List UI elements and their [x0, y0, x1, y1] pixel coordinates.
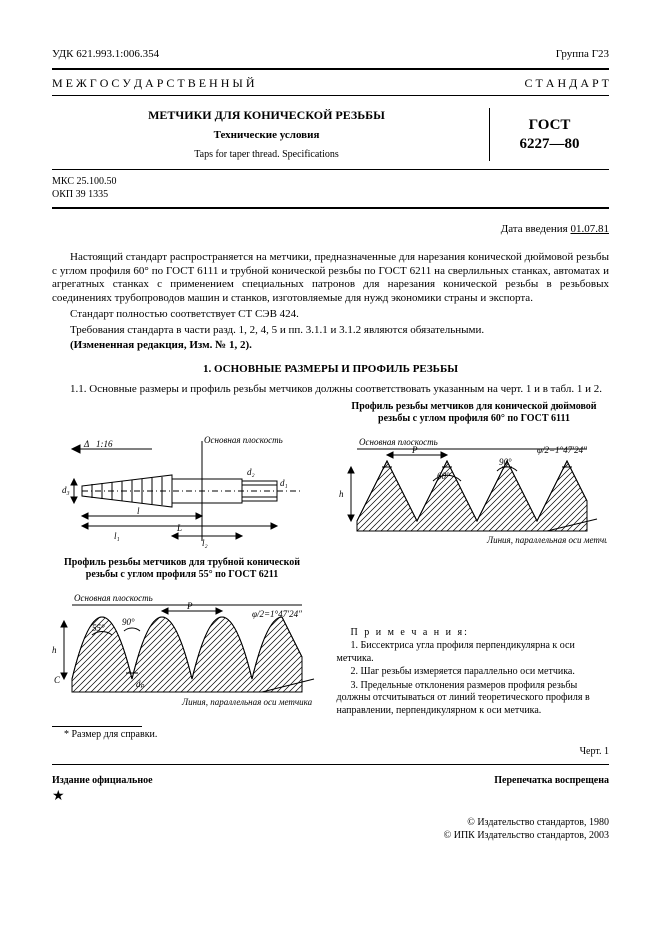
rule-under-title — [52, 169, 609, 170]
section-1-heading: 1. ОСНОВНЫЕ РАЗМЕРЫ И ПРОФИЛЬ РЕЗЬБЫ — [52, 363, 609, 377]
banner: М Е Ж Г О С У Д А Р С Т В Е Н Н Ы Й С Т … — [52, 74, 609, 93]
caption-profile-60: Профиль резьбы метчиков для конической д… — [339, 401, 609, 425]
profile60-svg: Основная плоскость P 60° 90° φ/2=1°47′24… — [337, 431, 607, 551]
figure-label: Черт. 1 — [52, 746, 609, 759]
diagram-profile-55: Основная плоскость P 55° 90° φ/2=1°47′24… — [52, 587, 325, 717]
note-3: 3. Предельные отклонения размеров профил… — [337, 680, 610, 718]
udk-code: УДК 621.993.1:006.354 — [52, 48, 159, 62]
L-label: L — [176, 523, 182, 533]
diagram-profile-60: Основная плоскость P 60° 90° φ/2=1°47′24… — [337, 431, 610, 551]
rule-top — [52, 68, 609, 70]
star-mark: ★ — [52, 788, 609, 806]
footnote-rule — [52, 726, 142, 727]
footnote-text: * Размер для справки. — [64, 729, 609, 742]
rule-under-codes — [52, 207, 609, 209]
banner-left: М Е Ж Г О С У Д А Р С Т В Е Н Н Ы Й — [52, 76, 255, 91]
title-main: МЕТЧИКИ ДЛЯ КОНИЧЕСКОЙ РЕЗЬБЫ — [52, 108, 481, 123]
mks-code: МКС 25.100.50 — [52, 176, 609, 189]
banner-right: С Т А Н Д А Р Т — [524, 76, 609, 91]
d1-label: d₁ — [280, 478, 288, 488]
angle-90-2: 90° — [122, 617, 135, 627]
title-right: ГОСТ 6227—80 — [489, 108, 609, 161]
para-1-1: 1.1. Основные размеры и профиль резьбы м… — [52, 383, 609, 397]
intro-date-value: 01.07.81 — [571, 223, 610, 235]
title-en: Taps for taper thread. Specifications — [52, 149, 481, 162]
taper-label: Δ — [83, 439, 89, 449]
classification-codes: МКС 25.100.50 ОКП 39 1335 — [52, 176, 609, 201]
gost-num: 6227—80 — [490, 135, 609, 154]
title-sub: Технические условия — [52, 129, 481, 143]
copyright-block: © Издательство стандартов, 1980 © ИПК Из… — [52, 817, 609, 842]
note-2: 2. Шаг резьбы измеряется параллельно оси… — [337, 666, 610, 679]
gost-label: ГОСТ — [490, 116, 609, 135]
diagram-row-2: Основная плоскость P 55° 90° φ/2=1°47′24… — [52, 587, 609, 719]
angle-55: 55° — [92, 623, 105, 633]
d2-label: d₂ — [247, 467, 255, 477]
phi-2: φ/2=1°47′24″ — [252, 609, 302, 619]
title-block: МЕТЧИКИ ДЛЯ КОНИЧЕСКОЙ РЕЗЬБЫ Технически… — [52, 108, 609, 161]
copyright-2: © ИПК Издательство стандартов, 2003 — [52, 830, 609, 843]
rule-bottom — [52, 764, 609, 765]
h-label-2: h — [52, 645, 57, 655]
l2-label: l₂ — [202, 538, 208, 548]
reprint-forbidden: Перепечатка воспрещена — [494, 775, 609, 788]
profile55-svg: Основная плоскость P 55° 90° φ/2=1°47′24… — [52, 587, 322, 717]
l-label: l — [137, 506, 140, 516]
bottom-row: Издание официальное Перепечатка воспреще… — [52, 775, 609, 788]
P-label-2: P — [186, 601, 193, 611]
phi-1: φ/2=1°47′24″ — [537, 445, 587, 455]
osnov-plane-3: Основная плоскость — [74, 593, 153, 603]
C-label: C — [54, 675, 61, 685]
tap-svg: Δ 1:16 Основная плоскость d₃ L l l₂ l₁ d… — [52, 431, 312, 551]
taper-ratio: 1:16 — [96, 439, 113, 449]
d3-label: d₃ — [62, 485, 70, 495]
group-code: Группа Г23 — [556, 48, 609, 62]
intro-date: Дата введения 01.07.81 — [52, 223, 609, 237]
l1-label: l₁ — [114, 531, 120, 541]
rule-under-banner — [52, 95, 609, 96]
para-conform: Стандарт полностью соответствует СТ СЭВ … — [52, 308, 609, 322]
notes-block: П р и м е ч а н и я: 1. Биссектриса угла… — [337, 587, 610, 719]
diagram-tap: Δ 1:16 Основная плоскость d₃ L l l₂ l₁ d… — [52, 431, 325, 551]
P-label-1: P — [411, 445, 418, 455]
note-1: 1. Биссектриса угла профиля перпендикуля… — [337, 640, 610, 665]
caption-profile-55: Профиль резьбы метчиков для трубной кони… — [52, 557, 312, 581]
header-codes: УДК 621.993.1:006.354 Группа Г23 — [52, 48, 609, 62]
notes-heading: П р и м е ч а н и я: — [337, 627, 610, 640]
h-label-1: h — [339, 489, 344, 499]
para-mandatory: Требования стандарта в части разд. 1, 2,… — [52, 324, 609, 338]
edition-official: Издание официальное — [52, 775, 153, 788]
axis-label-2: Линия, параллельная оси метчика — [181, 697, 313, 707]
diagram-row-1: Δ 1:16 Основная плоскость d₃ L l l₂ l₁ d… — [52, 431, 609, 551]
para-amend: (Измененная редакция, Изм. № 1, 2). — [52, 339, 609, 353]
angle-90-1: 90° — [499, 457, 512, 467]
dp-label: dₚ — [136, 679, 145, 689]
para-scope: Настоящий стандарт распространяется на м… — [52, 251, 609, 306]
okp-code: ОКП 39 1335 — [52, 189, 609, 202]
osnov-plane-1: Основная плоскость — [204, 435, 283, 445]
title-left: МЕТЧИКИ ДЛЯ КОНИЧЕСКОЙ РЕЗЬБЫ Технически… — [52, 108, 489, 161]
intro-date-label: Дата введения — [501, 223, 571, 235]
osnov-plane-2: Основная плоскость — [359, 437, 438, 447]
copyright-1: © Издательство стандартов, 1980 — [52, 817, 609, 830]
angle-60: 60° — [437, 471, 450, 481]
axis-label-1: Линия, параллельная оси метчика — [486, 535, 607, 545]
